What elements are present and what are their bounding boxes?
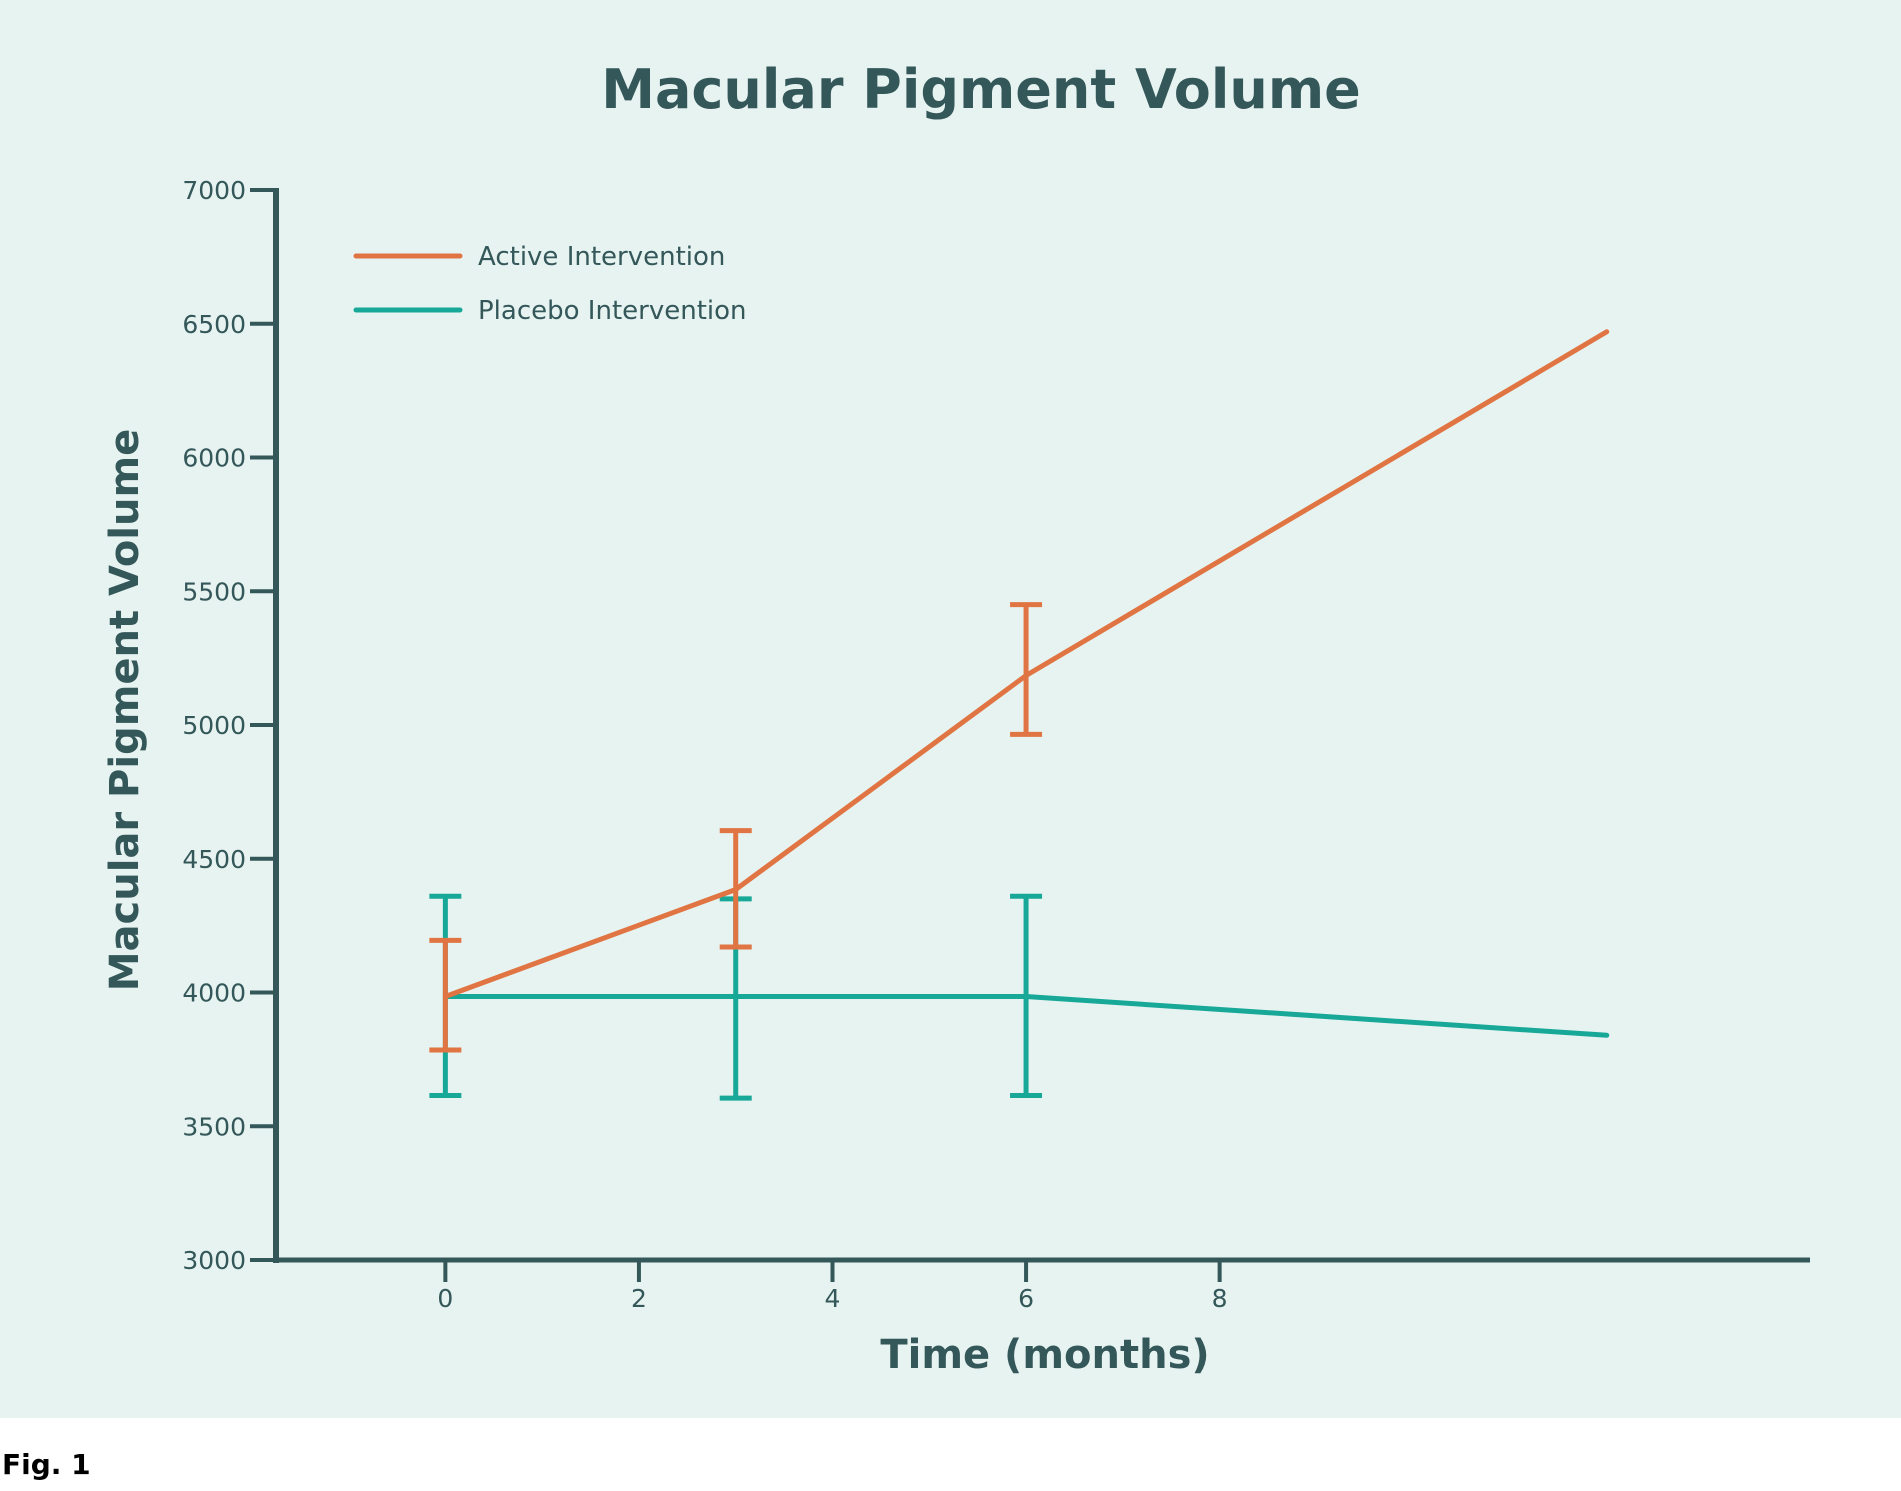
x-tick-label: 4	[825, 1284, 841, 1313]
x-axis-label: Time (months)	[880, 1332, 1209, 1378]
y-tick-label: 4500	[182, 845, 246, 874]
x-tick-label: 6	[1018, 1284, 1034, 1313]
legend-label: Active Intervention	[478, 242, 725, 272]
y-tick-label: 5500	[182, 577, 246, 606]
chart-svg: Macular Pigment Volume Macular Pigment V…	[102, 58, 1810, 1378]
y-axis-label: Macular Pigment Volume	[102, 429, 148, 992]
y-tick-label: 3500	[182, 1112, 246, 1141]
series-placebo-intervention	[429, 893, 1610, 1101]
figure-caption: Fig. 1	[2, 1448, 91, 1481]
series-line	[442, 329, 1610, 1000]
y-tick-label: 6000	[182, 444, 246, 473]
y-tick-label: 6500	[182, 310, 246, 339]
plot-layer: 3000 3500 4000 4500 5000 5500 6000 6500 7000 0 2 4 6…	[182, 176, 1810, 1313]
series-line	[442, 994, 1610, 1038]
chart-title: Macular Pigment Volume	[601, 58, 1360, 121]
legend: Active Intervention Placebo Intervention	[353, 242, 747, 326]
y-tick-label: 5000	[182, 711, 246, 740]
y-tick-label: 4000	[182, 979, 246, 1008]
x-tick-label: 2	[631, 1284, 647, 1313]
y-tick-label: 7000	[182, 176, 246, 205]
x-tick-label: 0	[437, 1284, 453, 1313]
legend-label: Placebo Intervention	[478, 296, 747, 326]
x-tick-label: 8	[1212, 1284, 1228, 1313]
chart-panel: Macular Pigment Volume Macular Pigment V…	[0, 0, 1901, 1418]
y-tick-label: 3000	[182, 1246, 246, 1275]
series-active-intervention	[429, 329, 1610, 1053]
